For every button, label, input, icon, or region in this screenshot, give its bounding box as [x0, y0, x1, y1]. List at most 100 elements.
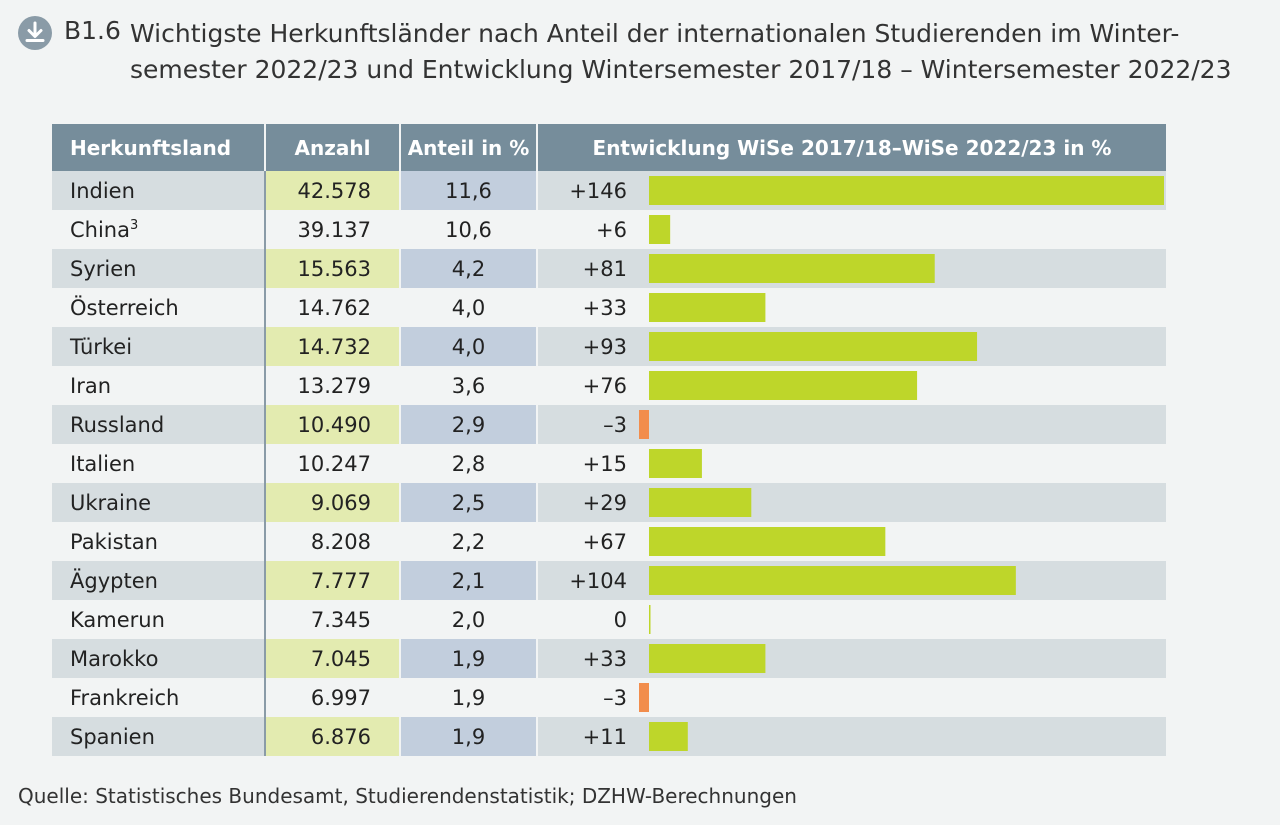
country-cell: Ägypten — [52, 561, 266, 600]
change-bar-svg — [639, 410, 649, 439]
change-value-label: +146 — [537, 171, 639, 210]
table-row: Türkei 14.732 4,0 +93 — [52, 327, 1166, 366]
change-bar — [649, 566, 1016, 595]
table-row: Spanien 6.876 1,9 +11 — [52, 717, 1166, 756]
change-bar — [649, 605, 651, 634]
change-value-label: +33 — [537, 639, 639, 678]
table-row: Pakistan 8.208 2,2 +67 — [52, 522, 1166, 561]
country-cell: Italien — [52, 444, 266, 483]
change-bar-cell — [639, 639, 1166, 678]
change-value-label: +76 — [582, 373, 627, 398]
share-cell: 2,1 — [400, 561, 538, 600]
country-cell: Ukraine — [52, 483, 266, 522]
table-row: Ukraine 9.069 2,5 +29 — [52, 483, 1166, 522]
share-cell: 1,9 — [400, 639, 538, 678]
country-cell: Türkei — [52, 327, 266, 366]
change-value-label: –3 — [603, 685, 627, 710]
figure-title: Wichtigste Herkunftsländer nach Anteil d… — [130, 19, 1232, 84]
country-cell: Russland — [52, 405, 266, 444]
share-cell: 10,6 — [400, 210, 538, 249]
table-row: Russland 10.490 2,9 –3 — [52, 405, 1166, 444]
share-cell: 4,2 — [400, 249, 538, 288]
change-value-label: +81 — [537, 249, 639, 288]
change-bar — [649, 488, 752, 517]
change-value-label: +29 — [537, 483, 639, 522]
change-value-label: –3 — [537, 405, 639, 444]
change-bar-cell — [639, 171, 1166, 210]
change-bar — [649, 644, 766, 673]
change-bar-cell — [639, 327, 1166, 366]
share-cell: 1,9 — [400, 717, 538, 756]
table-row: Iran 13.279 3,6 +76 — [52, 366, 1166, 405]
change-bar — [649, 449, 702, 478]
data-table: Herkunftsland Anzahl Anteil in % Entwick… — [52, 124, 1166, 756]
change-bar — [649, 254, 935, 283]
count-cell: 10.247 — [265, 444, 401, 483]
country-name: Türkei — [70, 334, 133, 359]
change-bar-cell — [639, 483, 1166, 522]
source-note: Quelle: Statistisches Bundesamt, Studier… — [18, 784, 797, 808]
country-name: Iran — [70, 373, 112, 398]
country-cell: Kamerun — [52, 600, 266, 639]
count-cell: 6.876 — [265, 717, 401, 756]
change-bar-svg — [649, 488, 752, 517]
table-row: Marokko 7.045 1,9 +33 — [52, 639, 1166, 678]
share-cell: 3,6 — [400, 366, 538, 405]
count-cell: 15.563 — [265, 249, 401, 288]
change-bar-cell — [639, 444, 1166, 483]
country-name: China — [70, 217, 130, 242]
count-cell: 10.490 — [265, 405, 401, 444]
change-bar — [649, 371, 918, 400]
change-bar-svg — [649, 527, 886, 556]
country-name: Frankreich — [70, 685, 180, 710]
change-bar — [639, 683, 649, 712]
column-header-share: Anteil in % — [400, 124, 538, 171]
change-bar-svg — [639, 683, 649, 712]
table-row: Ägypten 7.777 2,1 +104 — [52, 561, 1166, 600]
change-bar-cell — [639, 561, 1166, 600]
country-cell: Spanien — [52, 717, 266, 756]
change-bar-cell — [639, 366, 1166, 405]
country-name: Indien — [70, 178, 135, 203]
change-bar-cell — [639, 522, 1166, 561]
change-bar-svg — [649, 566, 1016, 595]
country-cell: Iran — [52, 366, 266, 405]
change-bar-cell — [639, 405, 1166, 444]
table-row: Indien 42.578 11,6 +146 — [52, 171, 1166, 210]
change-bar-cell — [639, 678, 1166, 717]
share-cell: 4,0 — [400, 327, 538, 366]
count-cell: 14.762 — [265, 288, 401, 327]
country-name: Österreich — [70, 295, 179, 320]
change-bar-svg — [649, 215, 671, 244]
change-value-label: +104 — [537, 561, 639, 600]
change-value-label: +67 — [582, 529, 627, 554]
share-cell: 2,2 — [400, 522, 538, 561]
table-row: Syrien 15.563 4,2 +81 — [52, 249, 1166, 288]
share-cell: 11,6 — [400, 171, 538, 210]
table-header-row: Herkunftsland Anzahl Anteil in % Entwick… — [52, 124, 1166, 171]
change-bar-svg — [649, 176, 1164, 205]
change-bar — [649, 722, 688, 751]
country-name: Italien — [70, 451, 136, 476]
count-cell: 6.997 — [265, 678, 401, 717]
count-cell: 39.137 — [265, 210, 401, 249]
change-bar-svg — [649, 644, 766, 673]
change-value-label: +93 — [537, 327, 639, 366]
count-cell: 42.578 — [265, 171, 401, 210]
share-cell: 2,0 — [400, 600, 538, 639]
table-body: Indien 42.578 11,6 +146 China3 39.137 10,6 +6 Sy… — [52, 171, 1166, 756]
country-name: Ukraine — [70, 490, 152, 515]
download-icon[interactable] — [18, 16, 52, 50]
change-bar — [649, 176, 1164, 205]
change-value-label: +15 — [582, 451, 627, 476]
country-cell: Syrien — [52, 249, 266, 288]
country-name: Spanien — [70, 724, 155, 749]
change-bar-svg — [649, 293, 766, 322]
count-cell: 14.732 — [265, 327, 401, 366]
table-row: Italien 10.247 2,8 +15 — [52, 444, 1166, 483]
change-bar-svg — [649, 449, 702, 478]
share-cell: 4,0 — [400, 288, 538, 327]
change-value-label: +33 — [582, 295, 627, 320]
column-header-count: Anzahl — [265, 124, 401, 171]
country-name: Russland — [70, 412, 165, 437]
